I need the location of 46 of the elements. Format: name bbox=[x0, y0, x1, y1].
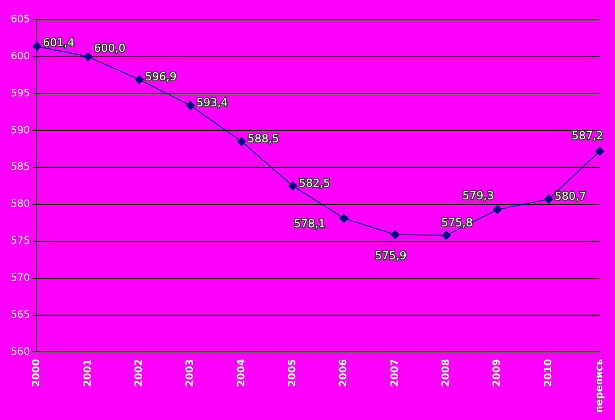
x-tick-label: 2003 bbox=[185, 359, 196, 388]
data-label: 579,3 bbox=[462, 190, 494, 203]
data-label: 580,7 bbox=[554, 190, 586, 204]
y-tick-label: 595 bbox=[10, 88, 30, 100]
point bbox=[288, 182, 298, 191]
point bbox=[134, 75, 144, 84]
x-tick-label: 2008 bbox=[441, 359, 452, 388]
y-tick-label: 560 bbox=[10, 346, 30, 358]
y-tick-label: 570 bbox=[10, 272, 30, 284]
x-tick-label: 2004 bbox=[236, 359, 248, 388]
x-tick-label: 2010 bbox=[543, 359, 554, 388]
x-tick-label: 2006 bbox=[338, 359, 350, 388]
point bbox=[596, 146, 604, 156]
data-label: 575,8 bbox=[441, 216, 473, 230]
data-label: 601,4 bbox=[43, 36, 75, 50]
data-label: 593,4 bbox=[196, 96, 228, 110]
point bbox=[237, 137, 246, 146]
point bbox=[32, 42, 42, 52]
x-tick-label: 2001 bbox=[82, 359, 94, 388]
data-label: 587,2 bbox=[572, 129, 604, 142]
x-tick-label: 2009 bbox=[492, 359, 504, 388]
x-tick-label: 2007 bbox=[390, 359, 401, 388]
y-tick-label: 590 bbox=[10, 125, 30, 136]
data-label: 575,9 bbox=[375, 250, 407, 263]
y-tick-label: 575 bbox=[10, 236, 30, 248]
point bbox=[84, 52, 93, 62]
point bbox=[340, 214, 349, 224]
x-tick-label: 2000 bbox=[32, 359, 43, 388]
y-tick-label: 580 bbox=[10, 199, 30, 210]
data-label: 596,9 bbox=[145, 70, 177, 84]
data-label: 582,5 bbox=[298, 176, 330, 190]
point bbox=[390, 230, 400, 240]
x-tick-label: 2005 bbox=[288, 359, 299, 388]
point bbox=[493, 205, 502, 214]
x-tick-label: 2002 bbox=[134, 359, 146, 388]
data-label: 578,1 bbox=[294, 217, 326, 230]
y-tick-label: 605 bbox=[10, 14, 30, 26]
point bbox=[186, 101, 196, 110]
data-label: 600,0 bbox=[94, 42, 126, 55]
y-tick-label: 585 bbox=[10, 162, 30, 174]
y-tick-label: 600 bbox=[10, 52, 30, 63]
point bbox=[544, 194, 554, 204]
point bbox=[442, 231, 451, 240]
data-label: 588,5 bbox=[248, 132, 280, 146]
x-tick-label: перепись bbox=[594, 359, 606, 414]
y-tick-label: 565 bbox=[10, 310, 30, 321]
